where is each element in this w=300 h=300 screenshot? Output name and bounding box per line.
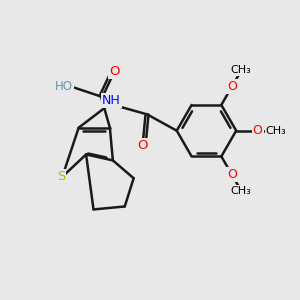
- Text: HO: HO: [55, 80, 73, 93]
- Text: NH: NH: [102, 94, 121, 107]
- Text: CH₃: CH₃: [266, 126, 286, 136]
- Text: O: O: [227, 80, 237, 93]
- Text: CH₃: CH₃: [231, 186, 252, 196]
- Text: O: O: [227, 169, 237, 182]
- Text: O: O: [137, 139, 148, 152]
- Text: S: S: [57, 170, 65, 183]
- Text: O: O: [253, 124, 262, 137]
- Text: CH₃: CH₃: [231, 65, 252, 75]
- Text: O: O: [109, 65, 120, 78]
